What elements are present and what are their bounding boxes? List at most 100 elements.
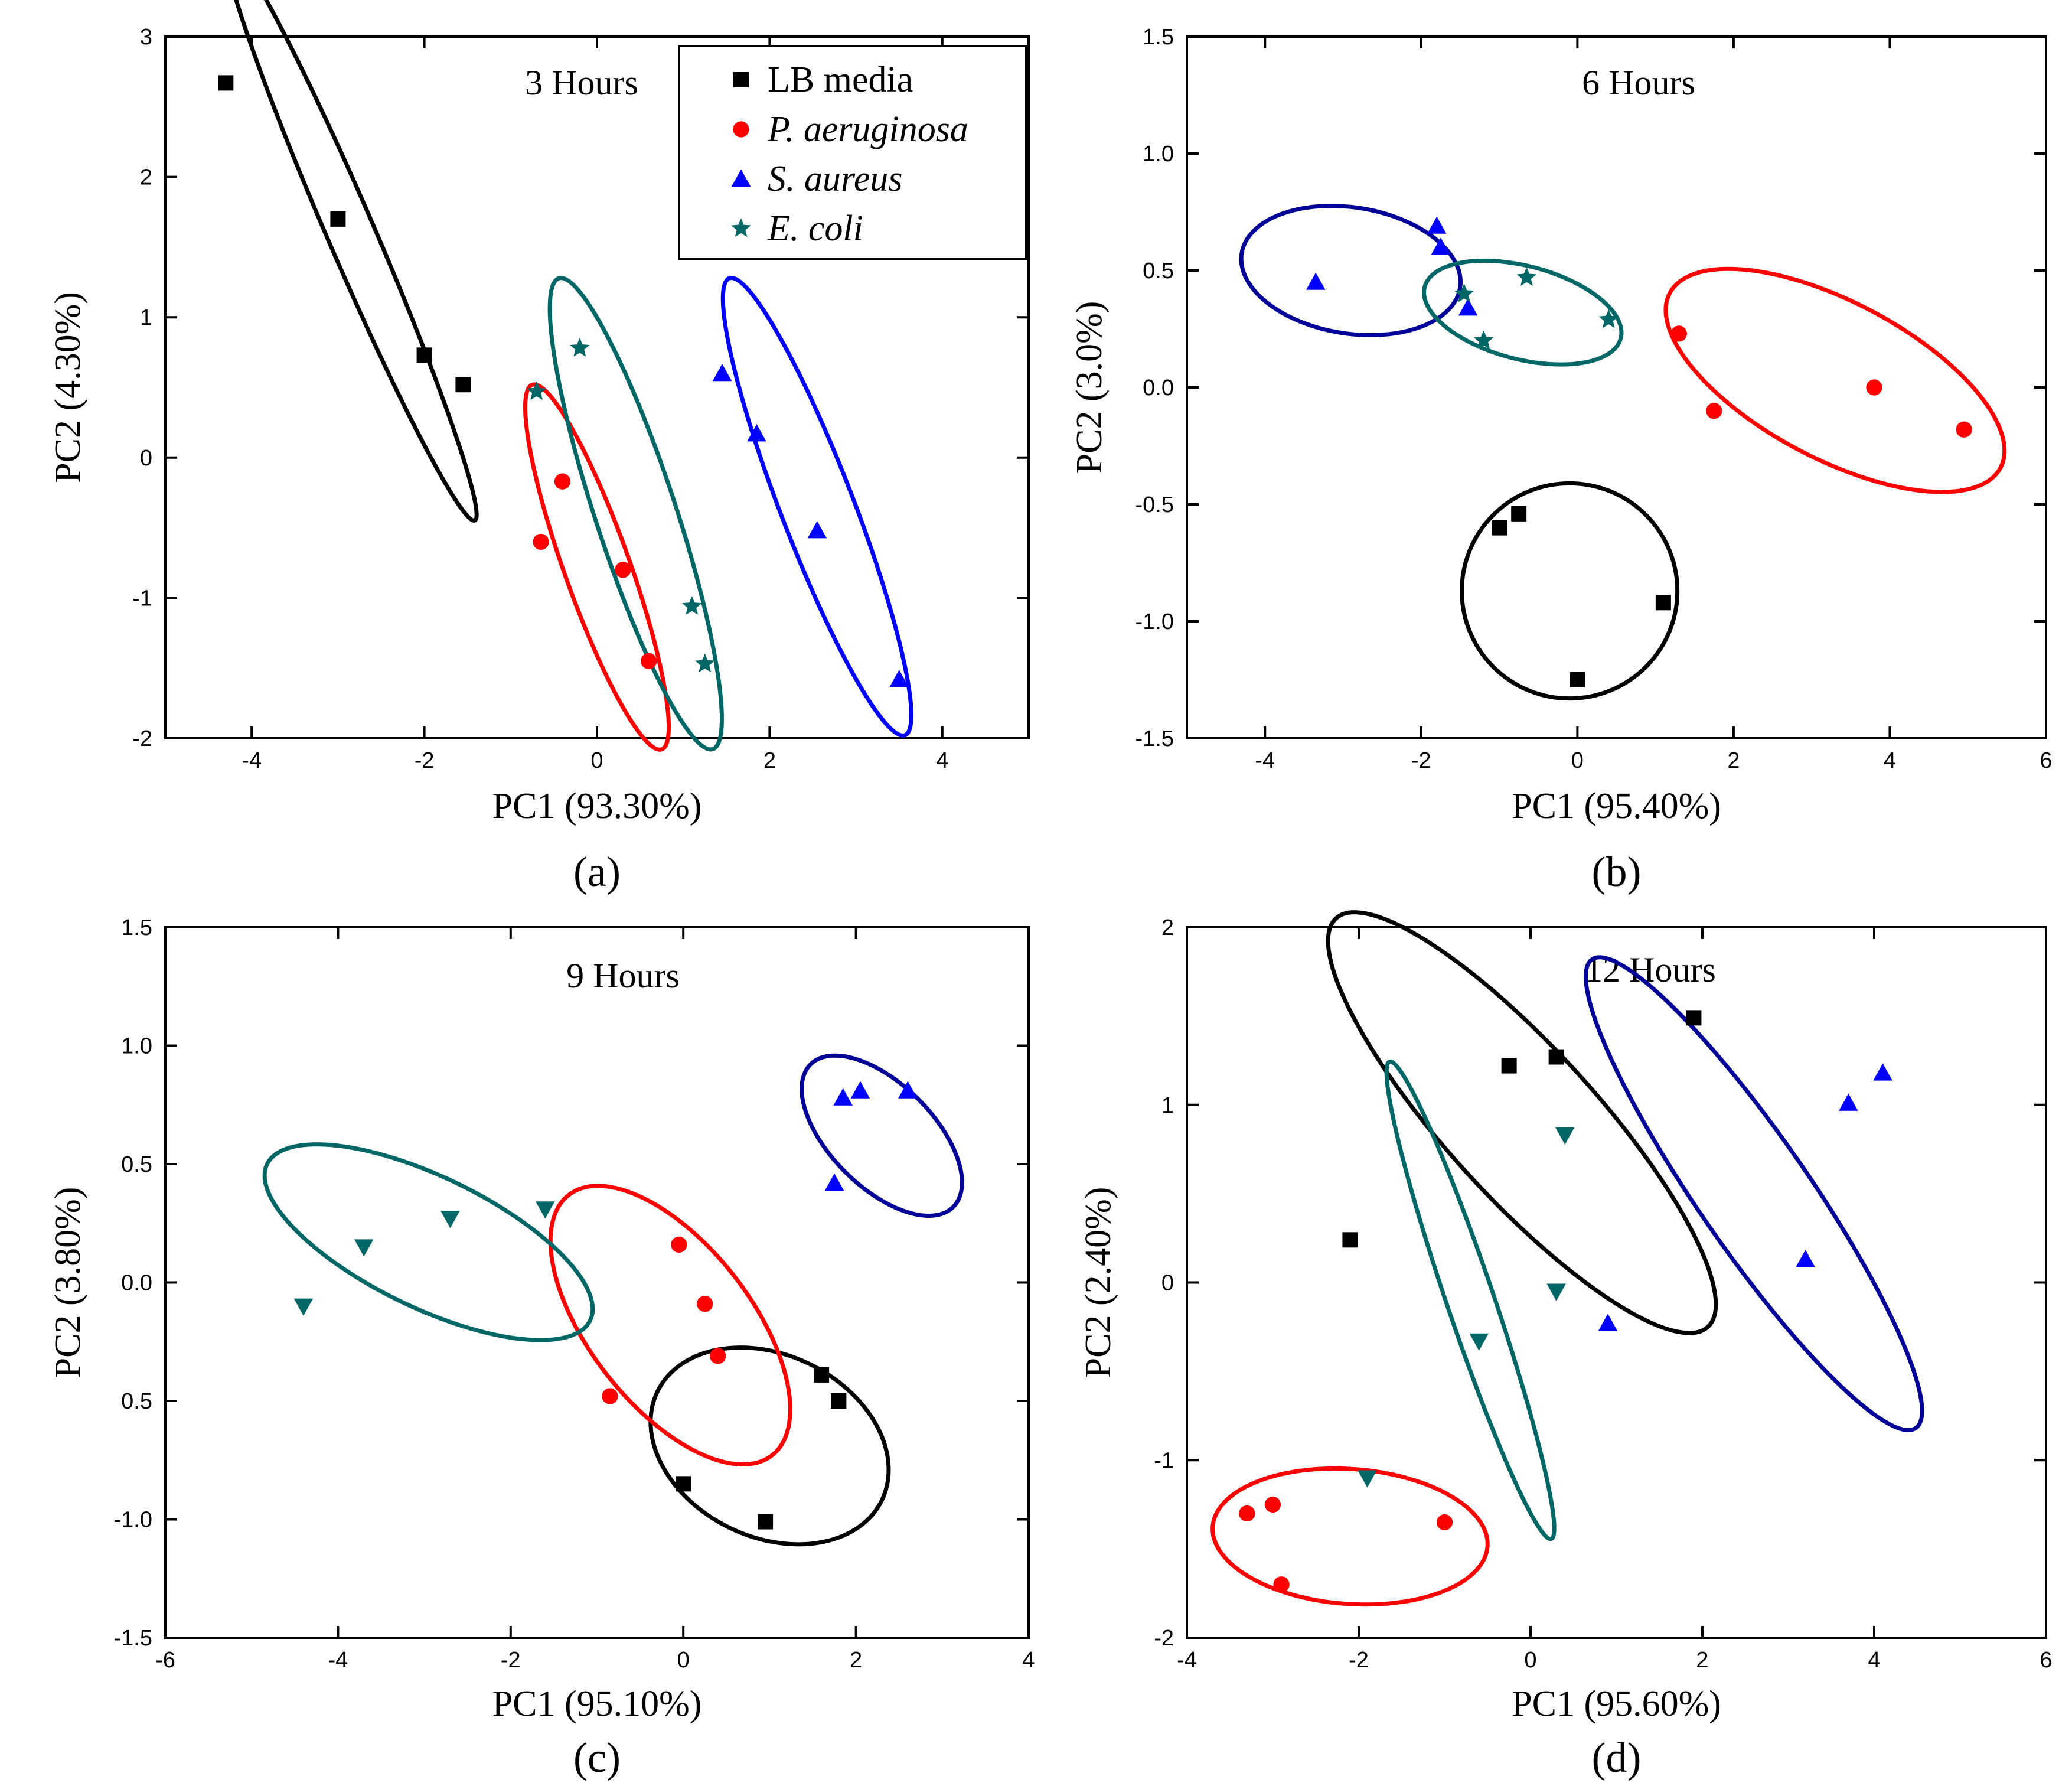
y-axis-title: PC2 (4.30%): [48, 292, 88, 483]
legend-label: LB media: [768, 60, 913, 100]
x-tick-label: -4: [1255, 748, 1275, 773]
y-tick-label: 0.0: [1143, 376, 1174, 400]
y-tick-label: 1.0: [1143, 142, 1174, 167]
plot-frame: [164, 926, 1030, 1639]
data-point: [570, 337, 590, 357]
data-point: [1516, 267, 1537, 286]
legend-marker: [731, 218, 751, 237]
y-tick-label: 0: [1161, 1271, 1174, 1296]
chart-panel-1: -4 -2 0 2 4 -2 -1 0 1 2 3 PC1 (93.30%) PC2 (4.30%) (a…: [48, 0, 1030, 895]
data-point: [831, 1393, 847, 1409]
y-tick-label: -1: [1154, 1448, 1174, 1473]
data-point: [1598, 1314, 1618, 1331]
x-tick-label: 6: [2040, 748, 2052, 773]
y-tick-label: 1: [140, 305, 152, 330]
data-point: [1546, 1283, 1566, 1301]
x-tick-label: 4: [1884, 748, 1896, 773]
data-point: [1555, 1127, 1575, 1145]
data-point: [1548, 1049, 1564, 1065]
data-point: [1706, 402, 1722, 419]
data-point: [807, 521, 827, 539]
x-tick-label: 2: [850, 1648, 862, 1673]
x-tick-label: 2: [763, 748, 776, 773]
data-point: [1670, 325, 1687, 342]
cluster-ellipse-e-coli: [1384, 1059, 1557, 1541]
y-tick-label: 0.0: [121, 1271, 152, 1296]
panel-title: 6 Hours: [1582, 63, 1695, 102]
data-point: [758, 1514, 774, 1530]
data-point: [889, 669, 909, 687]
x-tick-label: 2: [1727, 748, 1740, 773]
cluster-ellipse-lb-media: [223, 0, 479, 523]
data-point: [218, 75, 234, 91]
panel-label: (d): [1592, 1734, 1642, 1781]
panel-label: (a): [573, 848, 621, 895]
cluster-ellipse-s-aureus: [1239, 204, 1463, 337]
x-tick-label: -2: [415, 748, 435, 773]
data-point: [1873, 1063, 1892, 1081]
x-tick-label: 0: [1524, 1648, 1536, 1673]
data-point: [1427, 216, 1447, 234]
cluster-ellipse-s-aureus: [720, 275, 913, 738]
x-tick-label: -4: [328, 1648, 348, 1673]
cluster-ellipse-s-aureus: [800, 1053, 964, 1218]
data-point: [641, 653, 657, 669]
legend-marker: [731, 169, 751, 187]
y-tick-label: 0.5: [1143, 259, 1174, 283]
y-tick-label: 2: [1161, 915, 1174, 940]
data-point: [695, 653, 715, 673]
plot-frame: [1186, 35, 2047, 739]
cluster-ellipse-p-aeruginosa: [523, 382, 671, 752]
data-point: [330, 211, 346, 227]
legend-label: P. aeruginosa: [767, 109, 968, 149]
x-axis-title: PC1 (95.10%): [492, 1684, 702, 1724]
data-point: [1306, 272, 1326, 290]
panel-label: (b): [1592, 848, 1642, 895]
data-point: [1501, 1058, 1517, 1074]
data-point: [671, 1236, 687, 1253]
cluster-ellipse-lb-media: [648, 1345, 891, 1547]
y-tick-label: -1.5: [1135, 726, 1174, 751]
data-point: [1454, 283, 1474, 302]
x-tick-label: 4: [1868, 1648, 1880, 1673]
data-point: [676, 1476, 691, 1492]
x-tick-label: 0: [677, 1648, 690, 1673]
plot-frame: [1186, 926, 2047, 1639]
data-point: [1796, 1250, 1815, 1267]
y-tick-label: 1.5: [1143, 25, 1174, 50]
legend-label: S. aureus: [768, 159, 902, 199]
y-tick-label: 2: [140, 165, 152, 190]
cluster-ellipse-e-coli: [547, 276, 724, 752]
data-point: [824, 1173, 844, 1191]
data-point: [1342, 1232, 1358, 1248]
data-point: [533, 533, 549, 550]
data-point: [455, 377, 471, 393]
data-point: [1436, 1514, 1453, 1531]
data-point: [1469, 1333, 1489, 1351]
y-axis-title: PC2 (2.40%): [1078, 1187, 1118, 1378]
x-tick-label: -2: [1349, 1648, 1369, 1673]
data-point: [898, 1081, 918, 1099]
data-point: [1511, 506, 1527, 522]
y-tick-label: -1.0: [1135, 610, 1174, 634]
cluster-ellipse-e-coli: [262, 1142, 595, 1342]
legend-marker: [733, 121, 749, 138]
legend-marker: [733, 72, 749, 87]
x-tick-label: 4: [1022, 1648, 1035, 1673]
data-point: [554, 473, 571, 490]
y-tick-label: 0.5: [121, 1152, 152, 1177]
x-axis-title: PC1 (95.40%): [1512, 786, 1721, 826]
x-axis-title: PC1 (93.30%): [492, 786, 702, 826]
cluster-ellipse-p-aeruginosa: [1210, 1466, 1490, 1607]
data-point: [712, 363, 732, 382]
y-tick-label: 1: [1161, 1093, 1174, 1118]
panel-title: 9 Hours: [566, 956, 680, 995]
data-point: [416, 347, 432, 363]
x-tick-label: 6: [2040, 1648, 2052, 1673]
panel-title: 3 Hours: [525, 63, 638, 102]
x-tick-label: -2: [1411, 748, 1431, 773]
data-point: [1956, 421, 1972, 438]
data-point: [440, 1211, 460, 1228]
data-point: [1839, 1093, 1858, 1111]
